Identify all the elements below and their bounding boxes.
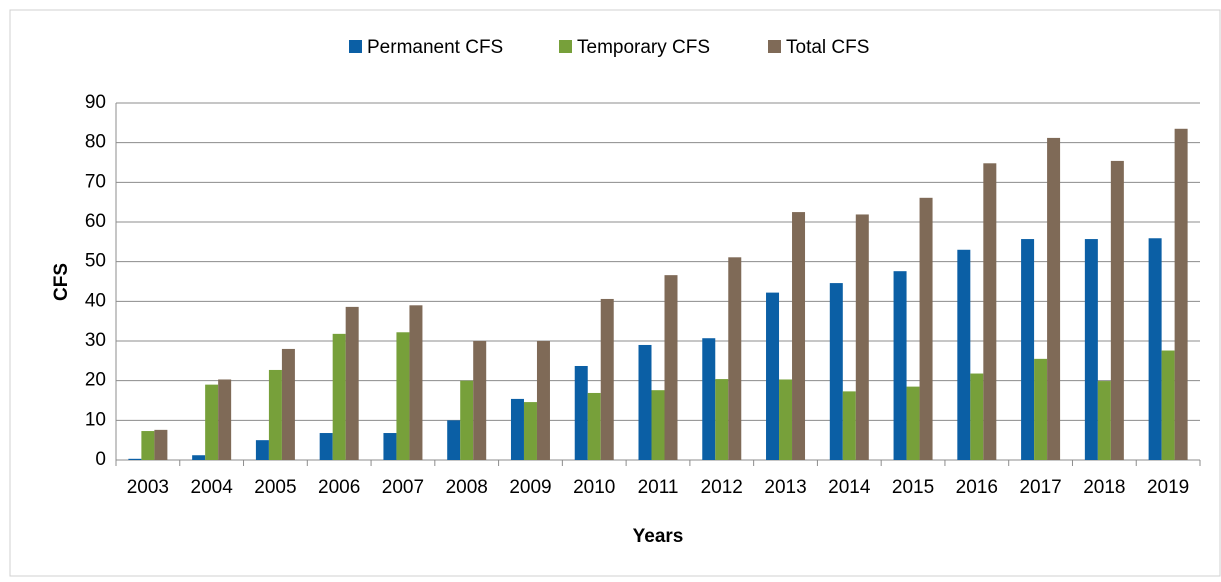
y-tick-label: 30 — [85, 330, 106, 351]
y-tick-label: 50 — [85, 251, 106, 272]
y-tick-label: 0 — [95, 449, 106, 470]
x-tick-label: 2013 — [764, 477, 806, 498]
bar — [332, 333, 346, 460]
x-tick-label: 2008 — [446, 477, 488, 498]
bar — [345, 306, 359, 460]
bar — [1161, 350, 1175, 460]
y-tick-label: 90 — [85, 92, 106, 113]
bar — [600, 298, 614, 460]
bar — [587, 392, 601, 460]
bar — [383, 433, 397, 460]
x-tick-label: 2014 — [828, 477, 871, 498]
bar — [1084, 239, 1098, 460]
x-tick-label: 2009 — [509, 477, 551, 498]
bar — [281, 348, 295, 460]
bar — [192, 455, 206, 460]
bar — [128, 458, 142, 460]
x-tick-label: 2017 — [1019, 477, 1061, 498]
bar — [893, 271, 907, 460]
legend-label: Temporary CFS — [577, 37, 710, 58]
bar — [906, 386, 920, 460]
bar — [664, 275, 678, 460]
bar — [154, 429, 168, 460]
legend-swatch — [559, 40, 572, 53]
bar — [1110, 160, 1124, 460]
bar — [319, 433, 333, 460]
bar — [460, 380, 474, 460]
x-tick-label: 2007 — [382, 477, 424, 498]
bar — [702, 338, 716, 460]
bar — [536, 341, 550, 460]
bar — [651, 390, 665, 460]
x-tick-label: 2019 — [1147, 477, 1189, 498]
y-tick-label: 10 — [85, 409, 106, 430]
legend-label: Total CFS — [786, 37, 869, 58]
x-tick-label: 2010 — [573, 477, 615, 498]
bar — [141, 431, 155, 460]
bar — [638, 344, 652, 460]
y-tick-label: 60 — [85, 211, 106, 232]
bar — [766, 292, 780, 460]
x-tick-label: 2015 — [892, 477, 934, 498]
y-axis-label: CFS — [51, 263, 72, 301]
bar — [957, 249, 971, 460]
x-tick-label: 2018 — [1083, 477, 1125, 498]
legend-label: Permanent CFS — [367, 37, 503, 58]
bar — [523, 402, 537, 460]
legend-swatch — [349, 40, 362, 53]
bar — [1148, 238, 1162, 460]
bar — [218, 379, 232, 460]
bar — [268, 369, 282, 460]
bar — [255, 440, 269, 460]
bar — [396, 332, 410, 460]
y-tick-label: 40 — [85, 290, 106, 311]
bar — [1047, 137, 1061, 460]
x-tick-label: 2016 — [956, 477, 998, 498]
chart-frame — [9, 9, 1221, 577]
bar — [1097, 381, 1111, 460]
bar — [829, 283, 843, 460]
bar — [855, 214, 869, 460]
y-tick-label: 20 — [85, 370, 106, 391]
x-tick-label: 2012 — [701, 477, 743, 498]
bar — [792, 212, 806, 460]
bar — [473, 341, 487, 460]
bar — [919, 197, 933, 460]
legend-swatch — [768, 40, 781, 53]
bar — [983, 163, 997, 460]
y-tick-label: 70 — [85, 171, 106, 192]
bar — [409, 305, 423, 460]
x-tick-label: 2003 — [127, 477, 169, 498]
x-tick-label: 2005 — [254, 477, 296, 498]
bar — [1034, 358, 1048, 460]
y-tick-label: 80 — [85, 132, 106, 153]
x-axis-label: Years — [633, 526, 684, 547]
bar — [779, 379, 793, 460]
bar — [1021, 239, 1035, 460]
x-tick-label: 2006 — [318, 477, 360, 498]
bar — [842, 391, 856, 460]
bar — [728, 257, 742, 460]
bar — [715, 379, 729, 460]
bar — [447, 420, 461, 460]
bar — [970, 373, 984, 460]
bar — [510, 398, 524, 460]
x-tick-label: 2011 — [638, 477, 679, 498]
bar — [1174, 128, 1188, 461]
bar — [205, 384, 219, 460]
bar — [574, 365, 588, 460]
x-tick-label: 2004 — [191, 477, 234, 498]
